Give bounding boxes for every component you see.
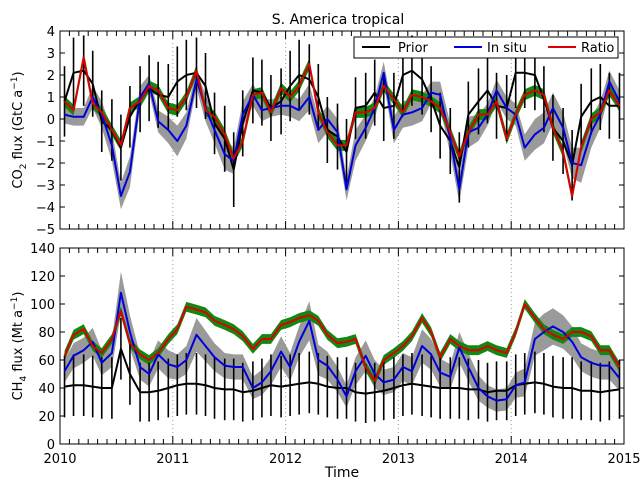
xtick-label: 2012 — [269, 452, 302, 467]
co2-ytick-label: −1 — [36, 135, 55, 150]
co2-ytick-label: −2 — [36, 157, 55, 172]
co2-in-situ-line — [64, 71, 621, 197]
ch4-plot-frame — [59, 247, 625, 445]
legend-ratio-label: Ratio — [581, 41, 614, 56]
ch4-ylabel: CH4 flux (Mt a−1) — [10, 292, 29, 401]
xtick-label: 2014 — [495, 452, 528, 467]
co2-ytick-label: 4 — [47, 25, 55, 40]
xtick-label: 2010 — [43, 452, 76, 467]
co2-plot-frame — [59, 30, 625, 230]
ch4-ratio-line — [63, 303, 621, 382]
ch4-insitu-uncertainty-band — [64, 271, 620, 412]
co2-ytick-label: 3 — [47, 47, 55, 62]
co2-ratio-line — [63, 56, 621, 197]
ch4-ytick-label: 80 — [38, 326, 55, 341]
co2-ytick-label: −3 — [36, 179, 55, 194]
ch4-ytick-label: 60 — [38, 354, 55, 369]
xtick-label: 2013 — [382, 452, 415, 467]
ch4-insitu-band — [64, 271, 620, 412]
co2-ylabel: CO2 flux (GtC a−1) — [10, 71, 29, 188]
xtick-label: 2015 — [607, 452, 640, 467]
co2-series-lines — [63, 56, 621, 197]
co2-ytick-label: 0 — [47, 113, 55, 128]
ch4-year-gridlines — [172, 248, 512, 444]
co2-panel: S. America tropical −5 −4 −3 −2 −1 0 1 2 3 4 Prio… — [10, 12, 625, 238]
ch4-ytick-label: 40 — [38, 382, 55, 397]
xtick-label: 2011 — [156, 452, 189, 467]
ch4-ytick-label: 120 — [30, 270, 55, 285]
ch4-panel: 0 20 40 60 80 100 120 140 2010 2011 2012 2013 2014 20… — [10, 242, 641, 481]
co2-axis-ticks: −5 −4 −3 −2 −1 0 1 2 3 4 — [36, 25, 625, 238]
ch4-ytick-label: 20 — [38, 410, 55, 425]
legend: Prior In situ Ratio — [353, 36, 619, 59]
ch4-ytick-label: 0 — [47, 438, 55, 453]
co2-ytick-label: 2 — [47, 69, 55, 84]
legend-box — [353, 36, 619, 59]
co2-prior-line — [63, 69, 620, 171]
ch4-ytick-label: 140 — [30, 242, 55, 257]
co2-ytick-label: −4 — [36, 201, 55, 216]
legend-insitu-label: In situ — [487, 41, 527, 56]
co2-ytick-label: 1 — [47, 91, 55, 106]
co2-year-gridlines — [172, 31, 512, 229]
ch4-series-lines — [63, 291, 621, 402]
ch4-axis-ticks: 0 20 40 60 80 100 120 140 2010 2011 2012 2013 2014 20… — [30, 242, 640, 467]
ch4-ytick-label: 100 — [30, 298, 55, 313]
chart-title: S. America tropical — [272, 12, 404, 28]
x-axis-label: Time — [324, 465, 359, 481]
co2-ytick-label: −5 — [36, 223, 55, 238]
ch4-in-situ-line — [63, 291, 621, 402]
legend-prior-label: Prior — [398, 41, 429, 56]
